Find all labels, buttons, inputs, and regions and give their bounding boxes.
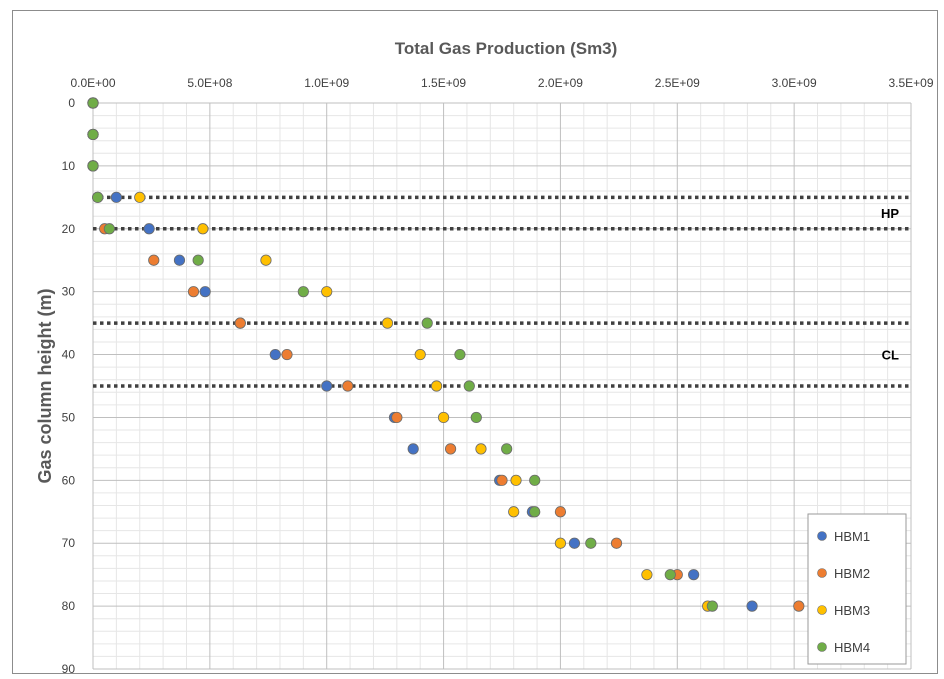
x-tick-label: 1.0E+09 — [304, 76, 349, 90]
data-point — [143, 223, 155, 235]
data-point — [529, 506, 541, 518]
data-point — [321, 286, 333, 298]
data-point — [281, 348, 293, 361]
data-point — [87, 160, 99, 172]
y-tick-label: 0 — [68, 96, 75, 110]
data-point — [260, 254, 272, 266]
series-hbm3 — [87, 97, 714, 612]
data-point — [192, 254, 204, 266]
data-point — [529, 474, 541, 486]
data-point — [793, 600, 805, 612]
data-point — [134, 191, 146, 203]
data-points — [87, 97, 805, 612]
data-point — [510, 474, 522, 486]
data-point — [496, 474, 508, 486]
legend-marker — [817, 642, 827, 652]
y-tick-labels: 0 10 20 30 40 50 60 70 80 90 — [62, 96, 76, 675]
data-point — [92, 191, 104, 203]
data-point — [641, 569, 653, 581]
data-point — [508, 506, 520, 518]
y-tick-label: 10 — [62, 159, 76, 173]
data-point — [103, 223, 115, 235]
legend-marker — [817, 605, 827, 615]
data-point — [688, 569, 700, 581]
data-point — [746, 600, 758, 612]
data-point — [407, 443, 419, 455]
y-tick-label: 60 — [62, 473, 76, 487]
y-tick-label: 90 — [62, 662, 76, 675]
zone-labels: HP CL — [881, 206, 899, 362]
data-point — [430, 380, 443, 392]
x-tick-label: 0.0E+00 — [70, 76, 115, 90]
data-point — [444, 443, 457, 455]
y-tick-label: 20 — [62, 222, 76, 236]
data-point — [454, 348, 466, 361]
legend-label: HBM4 — [834, 640, 870, 655]
legend-marker — [817, 568, 827, 578]
data-point — [421, 317, 433, 329]
data-point — [297, 286, 309, 298]
legend-label: HBM1 — [834, 529, 870, 544]
reference-lines — [93, 195, 911, 388]
data-point — [381, 317, 394, 329]
data-point — [197, 223, 209, 235]
series-hbm4 — [87, 97, 718, 612]
minor-gridlines — [93, 103, 911, 669]
data-point — [463, 380, 475, 392]
zone-label: CL — [882, 348, 899, 363]
x-tick-label: 2.0E+09 — [538, 76, 583, 90]
data-point — [342, 380, 354, 392]
data-point — [199, 286, 211, 298]
chart-title: Total Gas Production (Sm3) — [395, 39, 618, 58]
scatter-chart: 0.0E+00 5.0E+08 1.0E+09 1.5E+09 2.0E+09 2.5E+… — [35, 39, 934, 675]
data-point — [610, 537, 623, 549]
data-point — [87, 97, 99, 109]
y-tick-label: 40 — [62, 348, 76, 362]
data-point — [187, 286, 200, 298]
data-point — [437, 411, 450, 424]
data-point — [148, 254, 160, 266]
y-tick-label: 70 — [62, 536, 76, 550]
data-point — [234, 317, 246, 329]
data-point — [501, 443, 513, 455]
legend: HBM1 HBM2 HBM3 HBM4 — [807, 513, 907, 665]
chart-frame: 0.0E+00 5.0E+08 1.0E+09 1.5E+09 2.0E+09 2.5E+… — [12, 10, 938, 675]
x-tick-label: 3.0E+09 — [772, 76, 817, 90]
data-point — [110, 191, 122, 203]
data-point — [706, 600, 718, 612]
data-point — [321, 380, 333, 392]
data-point — [173, 254, 186, 266]
legend-label: HBM3 — [834, 603, 870, 618]
x-tick-label: 5.0E+08 — [187, 76, 232, 90]
y-tick-label: 80 — [62, 599, 76, 613]
x-tick-label: 1.5E+09 — [421, 76, 466, 90]
data-point — [554, 537, 567, 549]
data-point — [554, 506, 567, 518]
data-point — [87, 128, 99, 141]
data-point — [470, 411, 482, 424]
data-point — [475, 443, 487, 455]
data-point — [568, 537, 581, 549]
y-tick-label: 50 — [62, 410, 76, 424]
data-point — [664, 569, 676, 581]
data-point — [391, 411, 403, 424]
data-point — [585, 537, 597, 549]
x-tick-label: 2.5E+09 — [655, 76, 700, 90]
legend-label: HBM2 — [834, 566, 870, 581]
zone-label: HP — [881, 206, 899, 221]
legend-marker — [817, 531, 827, 541]
data-point — [269, 348, 281, 361]
x-tick-label: 3.5E+09 — [888, 76, 933, 90]
x-tick-labels: 0.0E+00 5.0E+08 1.0E+09 1.5E+09 2.0E+09 2.5E+… — [70, 76, 933, 90]
y-axis-title: Gas column height (m) — [35, 288, 55, 483]
data-point — [414, 348, 426, 361]
y-tick-label: 30 — [62, 285, 76, 299]
